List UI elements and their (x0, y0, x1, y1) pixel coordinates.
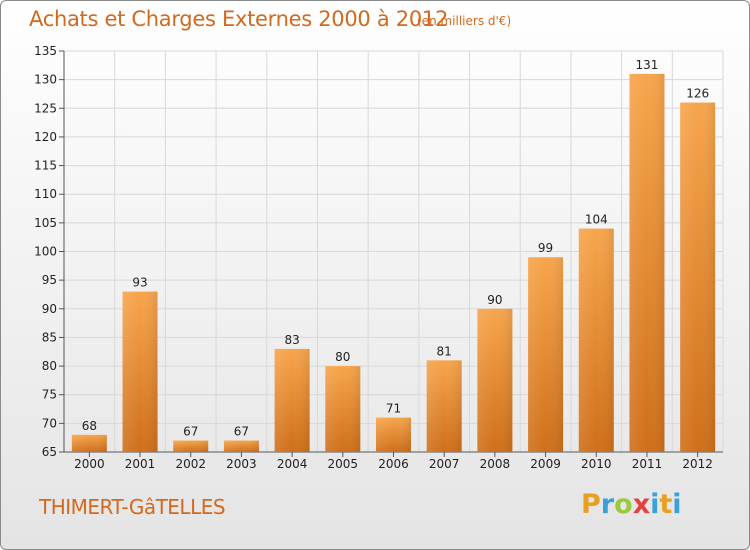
bar-shade-2009 (528, 257, 564, 452)
y-tick-label: 65 (42, 445, 57, 459)
y-tick-label: 100 (34, 245, 57, 259)
x-tick-label-2009: 2009 (530, 457, 561, 471)
x-tick-label-2010: 2010 (581, 457, 612, 471)
logo-letter: r (600, 489, 615, 520)
y-tick-label: 110 (34, 187, 57, 201)
bar-shade-2001 (122, 291, 158, 452)
chart-subtitle: (en milliers d'€) (417, 14, 512, 28)
bar-shade-2007 (426, 360, 462, 452)
bar-shade-2003 (223, 440, 259, 452)
bars (71, 73, 716, 453)
x-tick-label-2008: 2008 (480, 457, 511, 471)
logo-letter: P (581, 489, 601, 520)
x-tick-label-2012: 2012 (682, 457, 713, 471)
bar-shade-2010 (578, 228, 614, 452)
x-tick-label-2003: 2003 (226, 457, 257, 471)
x-tick-label-2001: 2001 (125, 457, 156, 471)
data-label-2006: 71 (386, 402, 401, 416)
x-tick-label-2004: 2004 (277, 457, 308, 471)
x-tick-label-2002: 2002 (175, 457, 206, 471)
y-tick-label: 80 (42, 359, 57, 373)
chart-title: Achats et Charges Externes 2000 à 2012 (29, 7, 449, 31)
bar-shade-2002 (173, 440, 209, 452)
data-label-2009: 99 (538, 241, 553, 255)
bar-shade-2008 (477, 308, 513, 452)
data-label-2007: 81 (437, 344, 452, 358)
bar-shade-2000 (71, 434, 107, 452)
y-tick-label: 135 (34, 44, 57, 58)
y-tick-label: 90 (42, 302, 57, 316)
data-label-2010: 104 (585, 213, 608, 227)
x-tick-label-2006: 2006 (378, 457, 409, 471)
data-label-2005: 80 (335, 350, 350, 364)
y-tick-labels: 65 70 75 80 85 90 95 100 105 110 115 120 125 130 135 (34, 44, 57, 459)
data-label-2002: 67 (183, 425, 198, 439)
logo-letter: t (659, 489, 673, 520)
logo-letter: i (650, 489, 660, 520)
data-label-2004: 83 (284, 333, 299, 347)
y-tick-label: 115 (34, 159, 57, 173)
logo-letter: o (614, 489, 633, 520)
axes (59, 50, 723, 457)
x-tick-label-2011: 2011 (632, 457, 663, 471)
y-tick-label: 75 (42, 388, 57, 402)
bar-shade-2012 (680, 102, 716, 453)
y-tick-label: 125 (34, 101, 57, 115)
data-label-2008: 90 (487, 293, 502, 307)
y-tick-label: 95 (42, 273, 57, 287)
y-tick-label: 70 (42, 416, 57, 430)
data-label-2003: 67 (234, 425, 249, 439)
data-label-2000: 68 (82, 419, 97, 433)
logo-letter: x (632, 489, 651, 520)
data-label-2012: 126 (686, 87, 709, 101)
logo-letter: i (672, 489, 682, 520)
x-tick-label-2000: 2000 (74, 457, 105, 471)
bar-shade-2011 (629, 73, 665, 453)
y-tick-label: 120 (34, 130, 57, 144)
grid-lines (63, 50, 724, 453)
x-tick-labels: 2000 2001 2002 2003 2004 2005 2006 2007 2008 2009… (74, 457, 713, 471)
data-labels: 68 93 67 67 83 80 71 81 90 99 104 131 126 (82, 58, 709, 439)
bar-shade-2006 (376, 417, 411, 452)
bar-shade-2005 (325, 366, 361, 452)
x-tick-label-2005: 2005 (328, 457, 359, 471)
proxiti-logo[interactable]: Proxiti (581, 489, 682, 520)
data-label-2001: 93 (132, 276, 147, 290)
x-tick-label-2007: 2007 (429, 457, 460, 471)
y-tick-label: 85 (42, 330, 57, 344)
y-tick-label: 130 (34, 73, 57, 87)
y-tick-label: 105 (34, 216, 57, 230)
data-label-2011: 131 (636, 58, 659, 72)
bar-shade-2004 (274, 348, 310, 452)
location-name: THIMERT-GâTELLES (39, 495, 226, 519)
